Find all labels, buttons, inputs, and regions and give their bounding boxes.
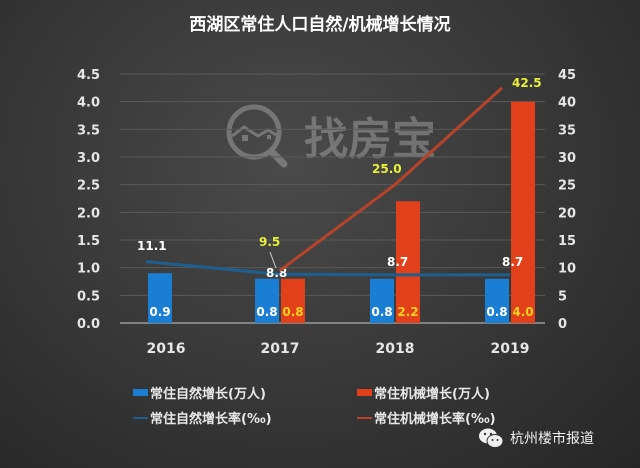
left-axis-tick: 0.0: [77, 317, 100, 332]
line-value-label: 25.0: [372, 162, 402, 176]
house-search-icon: [226, 104, 288, 168]
legend-item-mechanical-bar: 常住机械增长(万人): [357, 383, 490, 402]
right-axis-tick: 45: [558, 68, 576, 83]
left-axis-tick: 1.5: [77, 234, 100, 249]
right-axis-tick: 25: [558, 179, 576, 194]
bar-natural-growth: [485, 278, 509, 323]
line-value-label: 8.7: [502, 255, 523, 269]
right-axis-tick: 40: [558, 96, 576, 111]
legend-swatch: [357, 416, 372, 419]
right-axis-tick: 0: [558, 317, 567, 332]
brand-text: 杭州楼市报道: [510, 431, 594, 447]
bar-value-label: 4.0: [512, 305, 533, 319]
legend-label: 常住机械增长率(‰): [374, 412, 496, 427]
line-value-label: 11.1: [137, 239, 167, 253]
line-value-label: 8.7: [387, 255, 408, 269]
x-axis-tick: 2017: [261, 341, 300, 357]
wechat-icon: [479, 428, 504, 448]
right-axis-tick: 35: [558, 123, 576, 138]
line-value-label: 9.5: [259, 235, 280, 249]
bar-mechanical-growth: [511, 101, 535, 324]
bar-value-label: 0.9: [149, 305, 170, 319]
bar-natural-growth: [370, 278, 394, 323]
bar-value-label: 0.8: [486, 305, 507, 319]
legend-label: 常住自然增长(万人): [150, 387, 266, 402]
legend-item-natural-bar: 常住自然增长(万人): [133, 383, 266, 402]
left-axis-tick: 4.0: [77, 96, 100, 111]
legend-swatch: [133, 416, 148, 419]
legend-swatch: [357, 389, 372, 396]
line-value-label: 42.5: [512, 76, 542, 90]
left-axis-tick: 3.0: [77, 151, 100, 166]
legend-item-natural-line: 常住自然增长率(‰): [133, 408, 272, 427]
brand: 杭州楼市报道: [478, 427, 594, 449]
left-axis-tick: 1.0: [77, 262, 100, 277]
right-axis-tick: 5: [558, 289, 567, 304]
line-mechanical-rate: [279, 86, 504, 272]
bar-value-label: 0.8: [282, 305, 303, 319]
bar-mechanical-growth: [281, 278, 305, 323]
right-axis-tick: 30: [558, 151, 576, 166]
left-axis-tick: 2.0: [77, 206, 100, 221]
label-leader-line: [269, 251, 277, 269]
bar-value-label: 0.8: [256, 305, 277, 319]
legend-label: 常住自然增长率(‰): [150, 412, 272, 427]
right-axis-tick: 15: [558, 234, 576, 249]
chart-title: 西湖区常住人口自然/机械增长情况: [189, 15, 451, 35]
x-axis-tick: 2019: [491, 341, 530, 357]
left-axis-tick: 3.5: [77, 123, 100, 138]
line-natural-rate: [145, 260, 510, 277]
bar-mechanical-growth: [396, 201, 420, 323]
legend-item-mechanical-line: 常住机械增长率(‰): [357, 408, 496, 427]
right-axis-tick: 20: [558, 206, 576, 221]
bar-natural-growth: [255, 278, 279, 323]
left-axis-tick: 0.5: [77, 289, 100, 304]
x-axis-tick: 2016: [147, 341, 186, 357]
x-axis-tick: 2018: [376, 341, 415, 357]
left-axis-tick: 2.5: [77, 179, 100, 194]
left-axis-tick: 4.5: [77, 68, 100, 83]
legend-swatch: [133, 389, 148, 396]
right-axis-tick: 10: [558, 262, 576, 277]
bar-natural-growth: [148, 273, 172, 323]
bar-value-label: 2.2: [397, 305, 418, 319]
bar-value-label: 0.8: [371, 305, 392, 319]
legend-label: 常住机械增长(万人): [374, 387, 490, 402]
